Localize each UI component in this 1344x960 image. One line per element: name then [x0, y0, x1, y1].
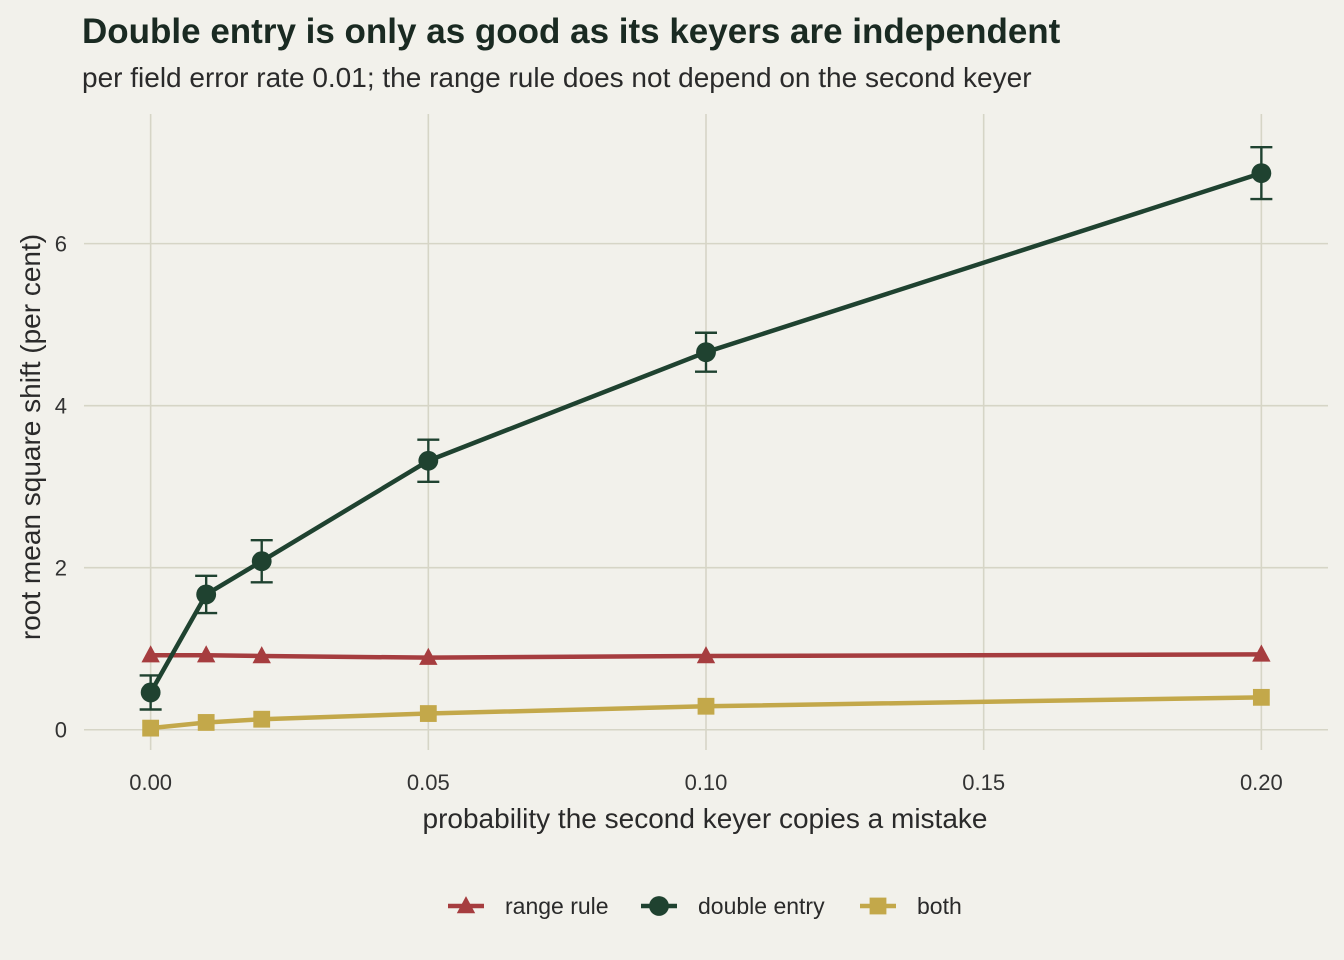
- legend-item-both: both: [860, 893, 962, 919]
- data-point: [1252, 644, 1271, 662]
- data-point: [251, 551, 272, 572]
- x-tick-label: 0.05: [407, 770, 450, 795]
- y-tick-label: 4: [55, 394, 67, 419]
- y-axis-title: root mean square shift (per cent): [15, 234, 46, 640]
- data-point: [140, 682, 161, 703]
- y-axis-ticks: 0 2 4 6: [55, 232, 67, 743]
- legend-item-double-entry: double entry: [641, 893, 825, 919]
- data-point: [696, 646, 716, 664]
- data-point: [419, 705, 437, 722]
- legend-item-range-rule: range rule: [448, 893, 609, 919]
- y-tick-label: 2: [55, 556, 67, 581]
- data-point: [418, 450, 439, 471]
- data-point: [1252, 688, 1270, 706]
- x-tick-label: 0.20: [1240, 770, 1283, 795]
- data-point: [197, 714, 215, 731]
- chart-title: Double entry is only as good as its keye…: [82, 12, 1061, 51]
- data-point: [196, 584, 217, 605]
- series-line: [148, 171, 1263, 694]
- data-point: [696, 342, 716, 363]
- y-tick-label: 0: [55, 718, 67, 743]
- data-point: [142, 719, 160, 737]
- data-point: [252, 646, 271, 664]
- legend-swatch-marker: [456, 896, 476, 914]
- data-point: [253, 710, 271, 728]
- series-line: [150, 652, 1262, 660]
- series-double-entry: [139, 146, 1273, 711]
- grid-lines: [84, 114, 1328, 750]
- series-range-rule: [141, 644, 1271, 665]
- series-layer: [139, 146, 1273, 737]
- data-point: [141, 645, 160, 663]
- x-tick-label: 0.15: [962, 770, 1005, 795]
- legend-swatch-marker: [649, 896, 669, 916]
- legend-label: both: [917, 893, 962, 919]
- x-axis-title: probability the second keyer copies a mi…: [423, 803, 988, 834]
- series-line: [150, 695, 1262, 731]
- x-axis-ticks: 0.00 0.05 0.10 0.15 0.20: [129, 770, 1283, 795]
- x-tick-label: 0.00: [129, 770, 172, 795]
- legend-label: range rule: [505, 893, 609, 919]
- data-point: [697, 697, 715, 715]
- legend-swatch-marker: [869, 897, 887, 915]
- legend-label: double entry: [698, 893, 825, 919]
- series-both: [142, 688, 1270, 737]
- x-tick-label: 0.10: [685, 770, 728, 795]
- y-tick-label: 6: [55, 232, 67, 257]
- legend: range rule double entry both: [448, 893, 962, 919]
- chart-subtitle: per field error rate 0.01; the range rul…: [82, 62, 1032, 93]
- data-point: [196, 645, 216, 663]
- data-point: [1251, 163, 1272, 184]
- data-point: [419, 647, 438, 665]
